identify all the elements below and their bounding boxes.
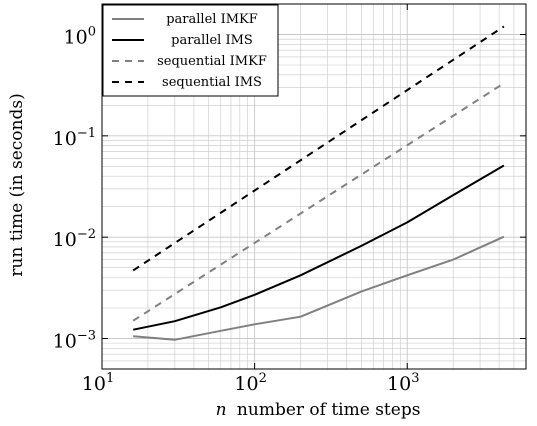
series-line-2 [132,82,505,322]
x-tick-label: 103 [387,371,419,395]
plot-frame [101,3,527,370]
x-tick-exponent: 2 [259,371,267,386]
y-tick-exponent: −2 [77,227,96,242]
y-tick-label: 10−3 [53,328,96,352]
series-line-3 [132,25,505,272]
y-tick-exponent: −3 [77,328,96,343]
x-tick-base: 10 [234,373,258,395]
y-tick-label: 100 [64,25,96,49]
x-axis-label: n number of time steps [216,400,421,420]
x-tick-exponent: 1 [106,371,114,386]
y-tick-base: 10 [53,229,77,251]
x-tick-base: 10 [82,373,106,395]
legend: parallel IMKF parallel IMS sequential IMKF… [102,4,279,97]
y-tick-base: 10 [64,27,88,49]
y-tick-exponent: 0 [88,25,96,40]
legend-label: parallel IMS [171,33,253,48]
y-tick-label: 10−2 [53,227,96,251]
legend-label: sequential IMKF [157,54,267,69]
x-tick-label: 102 [234,371,266,395]
x-tick-exponent: 3 [411,371,419,386]
legend-entries: parallel IMKF parallel IMS sequential IMKF… [112,12,267,90]
y-tick-exponent: −1 [77,126,96,141]
x-tick-base: 10 [387,373,411,395]
y-tick-base: 10 [53,128,77,150]
y-axis-label: run time (in seconds) [7,93,27,276]
x-tick-label: 101 [82,371,114,395]
y-tick-base: 10 [53,330,77,352]
legend-box [102,4,279,97]
series-line-1 [132,164,505,331]
series-layer [132,25,505,341]
x-axis-label-var: n [216,400,227,420]
svg-text:n number of time steps: n number of time steps [216,400,421,420]
legend-label: parallel IMKF [166,12,258,27]
x-axis-label-text: number of time steps [237,400,421,420]
y-tick-label: 10−1 [53,126,96,150]
legend-label: sequential IMS [162,75,262,90]
series-line-0 [133,235,505,341]
